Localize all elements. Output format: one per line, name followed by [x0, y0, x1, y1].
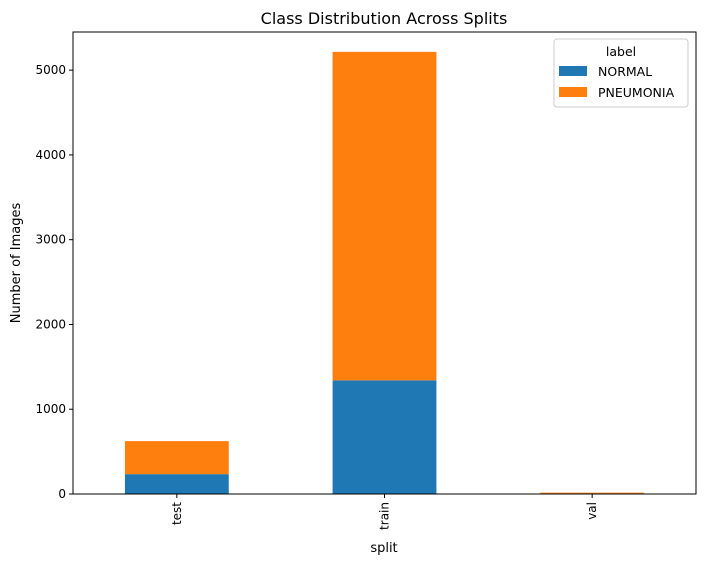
- y-tick-label: 2000: [35, 317, 66, 331]
- y-tick-label: 4000: [35, 148, 66, 162]
- bar-train-normal: [332, 380, 437, 494]
- legend: label NORMAL PNEUMONIA: [553, 38, 689, 108]
- bar-test-normal: [124, 474, 229, 494]
- x-axis-label: split: [370, 541, 397, 556]
- x-tick-label-val: val: [585, 502, 599, 520]
- legend-box: [553, 38, 689, 108]
- legend-label-normal: NORMAL: [598, 64, 652, 79]
- chart-title: Class Distribution Across Splits: [261, 9, 508, 28]
- y-tick-label: 5000: [35, 63, 66, 77]
- x-tick-label-train: train: [378, 502, 392, 530]
- x-axis-ticks: test train val: [170, 494, 599, 530]
- x-tick-label-test: test: [170, 502, 184, 525]
- y-tick-label: 1000: [35, 402, 66, 416]
- y-axis-label: Number of Images: [9, 203, 24, 324]
- legend-swatch-normal: [559, 66, 587, 76]
- legend-swatch-pneumonia: [559, 87, 587, 97]
- y-tick-label: 0: [58, 487, 66, 501]
- bar-train-pneumonia: [332, 51, 437, 381]
- legend-title: label: [606, 44, 636, 59]
- bars-layer: [124, 51, 645, 495]
- legend-label-pneumonia: PNEUMONIA: [598, 85, 675, 100]
- y-tick-label: 3000: [35, 233, 66, 247]
- bar-test-pneumonia: [124, 441, 229, 475]
- bar-val-pneumonia: [540, 492, 645, 494]
- y-axis-ticks: 0 1000 2000 3000 4000 5000: [35, 63, 73, 501]
